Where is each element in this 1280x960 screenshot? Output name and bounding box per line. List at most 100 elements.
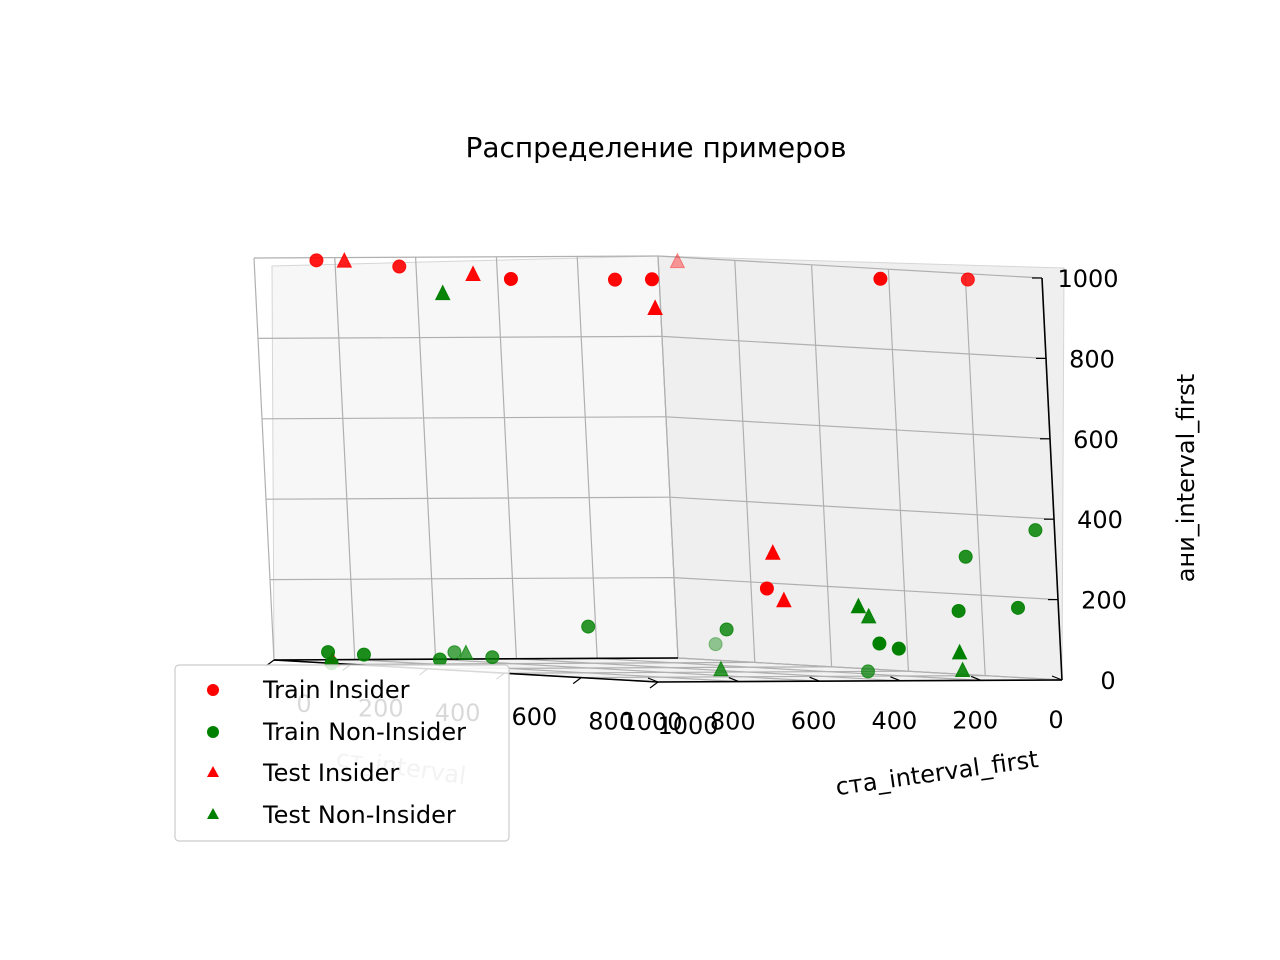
train-insider-point-7 xyxy=(759,581,774,596)
train-insider-point-5 xyxy=(392,259,407,274)
legend-marker-test-insider xyxy=(207,766,219,777)
test-non-insider-point-0 xyxy=(434,284,451,301)
legend-label-train-insider: Train Insider xyxy=(262,676,410,704)
test-non-insider-point-4 xyxy=(954,661,971,678)
grid-line-y-wall-3 xyxy=(887,269,909,672)
train-non-insider-point-14 xyxy=(872,636,887,651)
legend-label-train-non-insider: Train Non-Insider xyxy=(262,718,466,746)
train-non-insider-point-11 xyxy=(951,603,966,618)
z-axis-label: ани_interval_first xyxy=(1172,374,1200,582)
grid-line-z-right-1 xyxy=(673,577,1059,601)
grid-line-z-right-5 xyxy=(657,255,1043,279)
z-tick-label-3: 600 xyxy=(1073,426,1119,454)
grid-line-z-right-4 xyxy=(661,335,1047,359)
test-non-insider-point-6 xyxy=(713,660,729,677)
x-tick-2 xyxy=(890,676,901,682)
x-tick-label-2: 400 xyxy=(871,707,917,735)
train-non-insider-point-15 xyxy=(708,637,723,652)
grid-line-z-right-2 xyxy=(669,496,1055,520)
x-tick-1 xyxy=(970,675,982,681)
test-non-insider-point-5 xyxy=(458,644,474,660)
x-tick-5 xyxy=(647,677,659,683)
test-non-insider-point-2 xyxy=(850,597,867,614)
legend: Train Insider Train Non-Insider Test Ins… xyxy=(174,664,510,842)
legend-label-test-insider: Test Insider xyxy=(262,759,399,787)
legend-marker-train-non-insider xyxy=(207,726,219,738)
z-tick-label-0: 0 xyxy=(1100,667,1115,695)
grid-line-x-wall-3 xyxy=(415,257,437,660)
train-non-insider-point-3 xyxy=(356,647,371,662)
x-tick-label-0: 0 xyxy=(1048,706,1063,734)
grid-line-x-floor-2 xyxy=(516,658,901,682)
test-insider-point-3 xyxy=(336,252,353,268)
legend-frame xyxy=(174,664,510,842)
data-points xyxy=(309,252,1043,679)
train-non-insider-point-1 xyxy=(719,622,734,637)
train-insider-point-6 xyxy=(309,253,324,268)
legend-marker-test-non-insider xyxy=(207,808,219,819)
y-tick-label-3: 600 xyxy=(511,703,557,731)
train-insider-point-2 xyxy=(644,272,659,287)
grid-line-y-wall-4 xyxy=(964,273,986,676)
grid-line-z-right-3 xyxy=(665,416,1051,440)
z-tick-label-1: 200 xyxy=(1081,587,1127,615)
grid-line-y-floor-1 xyxy=(350,661,755,666)
right-wall-pane xyxy=(657,255,1065,681)
x-tick-4 xyxy=(728,677,740,683)
z-tick-label-5: 1000 xyxy=(1057,265,1118,293)
grid-line-y-floor-3 xyxy=(504,670,909,674)
test-insider-point-2 xyxy=(465,265,481,282)
test-insider-point-5 xyxy=(776,591,792,608)
axes-panes xyxy=(271,255,1065,683)
y-tick-5 xyxy=(649,681,659,689)
left-wall-pane xyxy=(271,255,679,661)
grid-line-z-left-4 xyxy=(257,335,663,339)
train-non-insider-point-13 xyxy=(891,641,906,656)
train-non-insider-point-8 xyxy=(1028,523,1043,538)
grid-line-x-wall-2 xyxy=(495,256,517,659)
train-non-insider-point-6 xyxy=(432,652,447,667)
x-tick-label-3: 600 xyxy=(791,707,837,735)
grid-line-y-wall-0 xyxy=(657,255,679,659)
train-insider-point-1 xyxy=(873,271,888,286)
test-insider-point-4 xyxy=(764,544,781,560)
grid-line-x-floor-1 xyxy=(597,657,982,681)
train-non-insider-point-10 xyxy=(1011,600,1025,615)
test-insider-point-1 xyxy=(647,299,663,316)
x-tick-0 xyxy=(1051,675,1063,681)
x-axis-line-back xyxy=(273,657,679,661)
grid-line-x-wall-1 xyxy=(576,256,598,659)
z-tick-label-2: 400 xyxy=(1077,506,1123,534)
train-insider-point-0 xyxy=(960,272,975,287)
y-tick-4 xyxy=(572,677,582,685)
train-non-insider-point-12 xyxy=(861,664,875,679)
legend-label-test-non-insider: Test Non-Insider xyxy=(262,801,456,829)
z-axis-line xyxy=(1041,277,1063,681)
grid-line-y-wall-1 xyxy=(734,260,756,663)
x-tick-label-5: 1000 xyxy=(621,708,682,736)
grid-line-x-floor-4 xyxy=(354,659,739,683)
train-insider-point-3 xyxy=(503,271,518,286)
x-tick-label-1: 200 xyxy=(952,706,998,734)
y-tick-label-5: 1000 xyxy=(657,712,718,740)
grid-line-y-wall-2 xyxy=(811,264,833,667)
legend-marker-train-insider xyxy=(207,684,219,696)
grid-line-x-floor-3 xyxy=(435,658,820,682)
grid-line-x-wall-5 xyxy=(253,257,275,661)
chart-title: Распределение примеров xyxy=(465,131,846,164)
train-insider-point-4 xyxy=(607,272,622,287)
grid-line-y-floor-4 xyxy=(581,674,986,679)
x-axis-line xyxy=(657,679,1063,683)
x-tick-3 xyxy=(809,676,820,682)
train-non-insider-point-2 xyxy=(447,645,462,660)
train-non-insider-point-0 xyxy=(581,619,596,634)
train-non-insider-point-9 xyxy=(958,549,973,564)
grid-line-z-left-2 xyxy=(265,496,671,500)
test-insider-point-0 xyxy=(669,252,686,269)
grid-line-z-left-3 xyxy=(261,416,667,420)
y-tick-label-4: 800 xyxy=(588,708,634,736)
grid-line-z-left-1 xyxy=(269,576,675,581)
test-non-insider-point-3 xyxy=(951,643,968,660)
test-non-insider-point-1 xyxy=(860,607,877,624)
